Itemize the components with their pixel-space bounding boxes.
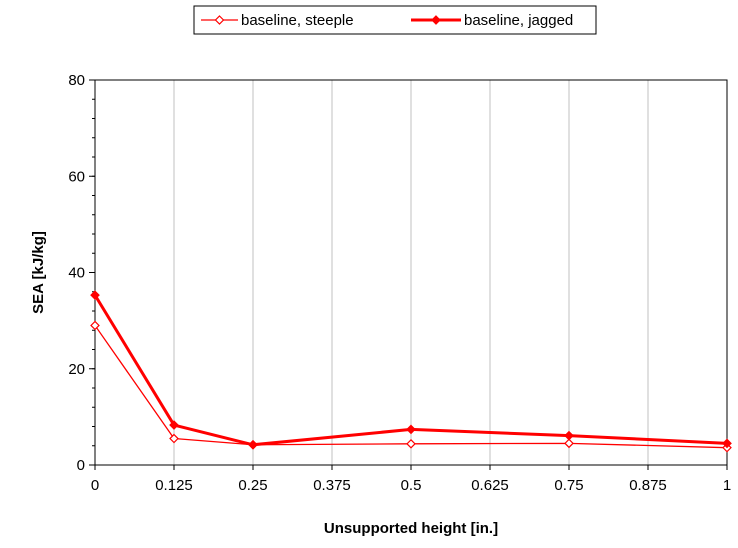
x-tick-label: 0.625 (471, 477, 509, 494)
y-axis-title: SEA [kJ/kg] (30, 231, 47, 314)
legend-swatch-marker (431, 15, 441, 25)
y-tick-label: 60 (68, 168, 85, 185)
legend-item: baseline, steeple (201, 12, 354, 29)
x-tick-label: 0.875 (629, 477, 667, 494)
data-point (169, 420, 179, 430)
x-tick-label: 0.75 (554, 477, 583, 494)
y-tick-label: 0 (77, 457, 85, 474)
legend: baseline, steeple baseline, jagged (193, 5, 597, 35)
legend-label: baseline, jagged (464, 12, 573, 29)
x-tick-label: 0 (91, 477, 99, 494)
data-point (406, 424, 416, 435)
legend-item: baseline, jagged (411, 12, 573, 29)
data-point (722, 438, 732, 449)
data-point (564, 438, 574, 449)
series-layer (90, 290, 732, 453)
legend-box (193, 5, 597, 35)
data-point (248, 439, 258, 450)
legend-swatch-marker (214, 15, 225, 25)
data-point (564, 430, 574, 441)
x-tick-label: 0.375 (313, 477, 351, 494)
gridlines (173, 80, 728, 465)
data-point (90, 320, 100, 331)
plot-area: 0 0.125 0.25 0.375 0.5 0.625 0.75 0.875 1 0 20 40 60… (68, 72, 732, 494)
x-tick-label: 1 (723, 477, 731, 494)
y-tick-label: 40 (68, 265, 85, 282)
y-tick-label: 20 (68, 361, 85, 378)
series-2 (90, 290, 732, 450)
y-tick-label: 80 (68, 72, 85, 89)
axes: 0 0.125 0.25 0.375 0.5 0.625 0.75 0.875 1 0 20 40 60… (68, 72, 731, 494)
legend-label: baseline, steeple (241, 12, 354, 29)
x-axis-title: Unsupported height [in.] (324, 520, 498, 537)
data-point (406, 438, 416, 449)
data-point (169, 433, 179, 444)
series-line (93, 294, 728, 447)
series-line (94, 325, 728, 449)
x-tick-label: 0.5 (401, 477, 422, 494)
x-tick-label: 0.25 (238, 477, 267, 494)
data-point (90, 290, 100, 300)
x-tick-label: 0.125 (155, 477, 193, 494)
